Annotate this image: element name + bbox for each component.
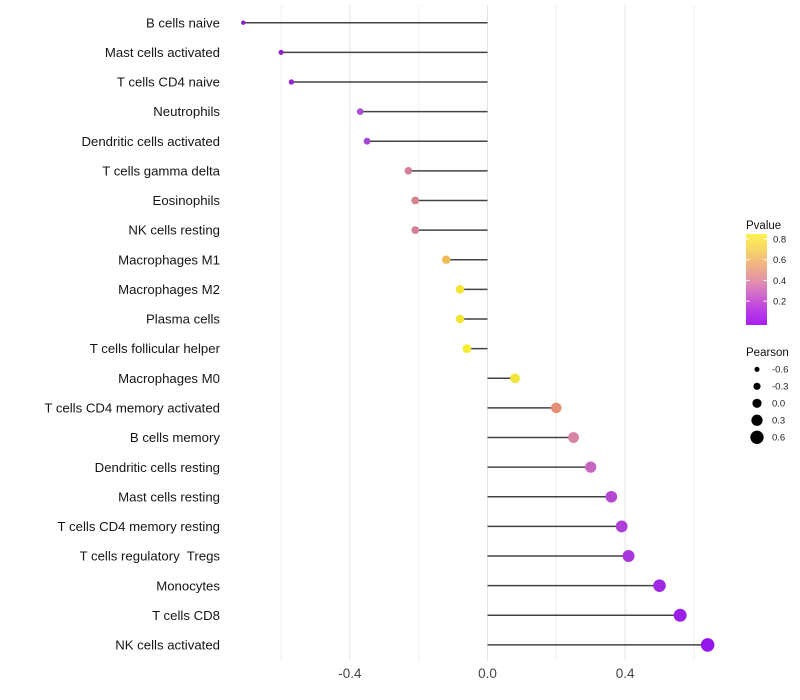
y-axis-label: Neutrophils [153, 104, 220, 119]
lollipop-dot [700, 638, 715, 652]
lollipop-dot [615, 520, 628, 533]
lollipop-dot [363, 137, 371, 145]
lollipop-dot [622, 550, 635, 563]
pearson-legend-tick-label: -0.6 [772, 365, 788, 376]
pearson-legend-title: Pearson [746, 347, 789, 359]
lollipop-dot [404, 167, 413, 175]
lollipop-dot [455, 314, 465, 324]
pearson-legend-dot [752, 398, 762, 408]
y-axis-label: T cells gamma delta [102, 163, 220, 178]
y-axis-label: T cells follicular helper [90, 341, 221, 356]
y-axis-label: Eosinophils [153, 193, 221, 208]
lollipop-dot [605, 490, 618, 503]
pearson-legend-dot [751, 414, 763, 426]
lollipop-dot [585, 461, 597, 473]
pvalue-legend-tick-label: 0.8 [773, 234, 786, 245]
lollipop-dot [278, 49, 284, 55]
lollipop-dot [653, 579, 666, 592]
y-axis-label: Mast cells resting [118, 489, 220, 504]
x-axis-tick-label: 0.0 [478, 666, 497, 681]
pvalue-colorbar [746, 234, 767, 325]
y-axis-label: Mast cells activated [105, 45, 220, 60]
lollipop-dot [442, 255, 451, 264]
lollipop-dot [455, 285, 465, 294]
y-axis-label: Plasma cells [146, 312, 220, 327]
pearson-legend-tick-label: 0.6 [772, 433, 785, 444]
pvalue-legend-tick-label: 0.4 [773, 276, 786, 287]
lollipop-dot [510, 373, 520, 384]
pearson-legend-tick-label: 0.0 [772, 399, 785, 410]
pearson-legend-tick-label: 0.3 [772, 416, 785, 427]
lollipop-dot [411, 226, 420, 234]
lollipop-dot [551, 402, 562, 414]
x-axis-tick-label: 0.4 [616, 666, 635, 681]
y-axis-label: T cells CD4 naive [117, 75, 220, 90]
y-axis-label: NK cells resting [128, 223, 220, 238]
pvalue-legend-tick-label: 0.6 [773, 255, 786, 266]
y-axis-label: T cells CD4 memory activated [44, 400, 220, 415]
y-axis-label: T cells CD4 memory resting [58, 519, 220, 534]
lollipop-dot [288, 79, 295, 85]
y-axis-label: Macrophages M2 [118, 282, 220, 297]
pvalue-legend-tick-label: 0.2 [773, 297, 786, 308]
y-axis-label: B cells naive [146, 15, 220, 30]
lollipop-dot [673, 608, 687, 622]
y-axis-label: Macrophages M0 [118, 371, 220, 386]
pvalue-legend-title: Pvalue [746, 220, 781, 232]
y-axis-label: NK cells activated [115, 638, 220, 653]
y-axis-label: B cells memory [130, 430, 221, 445]
lollipop-dot [568, 432, 579, 443]
pearson-legend-dot [750, 430, 764, 444]
pearson-legend-dot [754, 366, 760, 372]
x-axis-tick-label: -0.4 [338, 666, 362, 681]
y-axis-label: Dendritic cells activated [81, 134, 220, 149]
lollipop-dot [411, 196, 420, 205]
y-axis-label: T cells CD8 [152, 608, 220, 623]
y-axis-label: Dendritic cells resting [95, 460, 220, 475]
y-axis-label: T cells regulatory Tregs [80, 549, 221, 564]
lollipop-dot [356, 108, 364, 115]
y-axis-label: Macrophages M1 [118, 252, 220, 267]
pearson-legend-dot [753, 382, 761, 390]
y-axis-label: Monocytes [156, 578, 220, 593]
lollipop-dot [241, 20, 246, 25]
lollipop-dot [462, 344, 472, 354]
pearson-legend-tick-label: -0.3 [772, 382, 788, 393]
